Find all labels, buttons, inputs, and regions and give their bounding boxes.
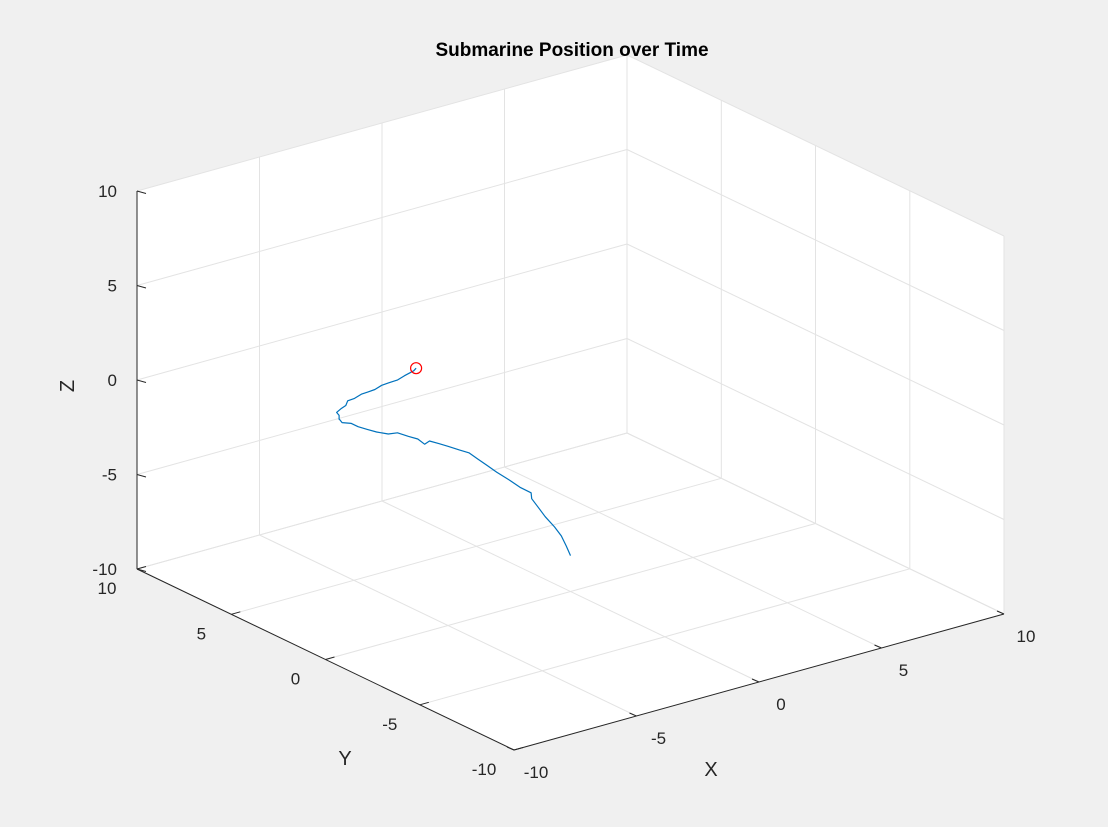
grid-line-floor-y — [231, 477, 722, 615]
grid-line-wall-z-yz — [626, 243, 1005, 426]
grid-line-wall-z-xz — [136, 54, 628, 192]
grid-line-wall-z-yz — [626, 338, 1005, 520]
x-tick — [874, 644, 882, 649]
grid-line-wall-z-yz — [626, 149, 1005, 331]
z-tick-label: 0 — [108, 371, 117, 390]
y-tick-label: -5 — [382, 715, 397, 734]
x-tick — [629, 712, 637, 717]
grid-line-wall-z-xz — [136, 149, 628, 286]
y-tick — [325, 656, 335, 660]
x-axis-label: X — [704, 759, 717, 781]
y-tick-label: 5 — [197, 624, 206, 643]
x-tick — [506, 746, 515, 751]
x-tick — [996, 610, 1005, 615]
grid-line-wall-z-yz — [626, 432, 1005, 615]
x-tick-label: 10 — [1017, 627, 1036, 646]
z-tick — [136, 474, 147, 478]
trajectory-line — [336, 367, 572, 556]
back-planes — [137, 55, 1004, 750]
x-tick-label: 5 — [899, 661, 908, 680]
y-tick — [419, 701, 429, 706]
data-series — [336, 362, 572, 556]
current-position-marker — [410, 362, 423, 375]
z-tick — [136, 285, 147, 289]
grid-line-floor-y — [419, 568, 910, 706]
grid-line-wall-z-xz — [136, 432, 628, 570]
x-tick-label: -5 — [651, 729, 666, 748]
y-axis-label: Y — [338, 748, 351, 770]
y-tick — [231, 611, 241, 615]
x-tick — [751, 678, 760, 683]
y-tick-label: 10 — [98, 579, 117, 598]
z-axis-label: Z — [57, 380, 79, 392]
y-tick-label: 0 — [291, 670, 300, 689]
z-tick-label: -10 — [92, 560, 117, 579]
y-tick — [513, 747, 524, 751]
z-tick-label: -5 — [102, 466, 117, 485]
grid-line-wall-z-yz — [626, 54, 1005, 237]
z-tick — [136, 190, 147, 194]
y-tick-label: -10 — [472, 760, 497, 779]
grid-line-wall-z-xz — [136, 243, 628, 381]
z-tick-label: 10 — [98, 182, 117, 201]
grid-line-floor-y — [325, 523, 816, 660]
chart-title: Submarine Position over Time — [435, 40, 708, 61]
z-tick — [136, 568, 147, 572]
tick-marks — [136, 190, 1005, 751]
x-tick-label: 0 — [776, 695, 785, 714]
grid-line-wall-z-xz — [136, 338, 628, 475]
x-tick-label: -10 — [524, 763, 549, 782]
z-tick-label: 5 — [108, 277, 117, 296]
z-tick — [136, 379, 147, 383]
y-tick — [136, 566, 147, 570]
